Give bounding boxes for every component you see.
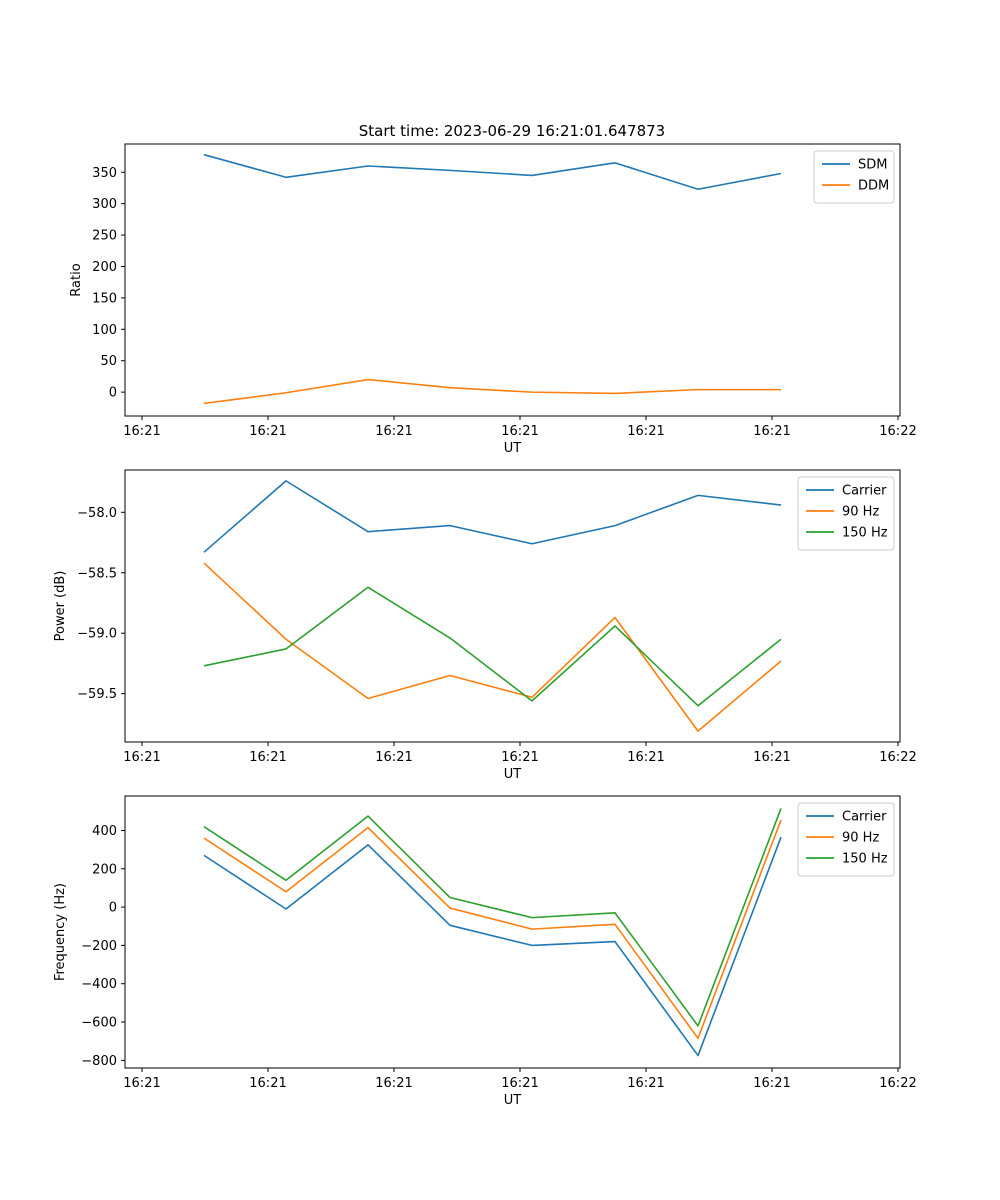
- y-tick-label: 0: [109, 901, 117, 916]
- series-line-carrier: [203, 836, 782, 1057]
- panel-1: 16:21 16:21 16:21 16:21 16:21 16:21 16:22 UT 0 50…: [69, 143, 917, 456]
- y-tick-label: 0: [109, 386, 117, 401]
- x-axis-label: UT: [504, 767, 522, 782]
- x-tick-label: 16:21: [375, 750, 412, 765]
- y-tick-label: 400: [92, 824, 117, 839]
- panel-3: 16:21 16:21 16:21 16:21 16:21 16:21 16:22 UT −80…: [53, 795, 917, 1108]
- y-axis-label: Frequency (Hz): [53, 883, 68, 981]
- x-tick-label: 16:21: [753, 750, 790, 765]
- x-tick-label: 16:21: [249, 424, 286, 439]
- series-line-150-hz: [203, 586, 782, 707]
- x-tick-label: 16:21: [627, 750, 664, 765]
- legend-label: 90 Hz: [842, 831, 879, 846]
- x-tick-label: 16:21: [753, 1076, 790, 1091]
- x-tick-label: 16:21: [501, 424, 538, 439]
- x-tick-label: 16:21: [627, 424, 664, 439]
- y-tick-label: −800: [81, 1054, 117, 1069]
- series-line-90-hz: [203, 562, 782, 732]
- legend-label: SDM: [858, 158, 887, 173]
- y-tick-label: −59.5: [77, 687, 117, 702]
- x-tick-label: 16:21: [627, 1076, 664, 1091]
- axes-frame: [124, 469, 901, 743]
- y-tick-label: −58.5: [77, 566, 117, 581]
- legend-label: Carrier: [842, 810, 887, 825]
- x-tick-label: 16:22: [879, 750, 916, 765]
- series-line-carrier: [203, 480, 782, 553]
- x-tick-label: 16:21: [501, 750, 538, 765]
- y-tick-label: −200: [81, 939, 117, 954]
- panel-2: 16:21 16:21 16:21 16:21 16:21 16:21 16:22 UT −58…: [53, 469, 917, 782]
- x-tick-label: 16:21: [375, 424, 412, 439]
- x-tick-label: 16:21: [249, 1076, 286, 1091]
- legend: Carrier 90 Hz 150 Hz: [797, 802, 895, 877]
- y-tick-label: 50: [100, 354, 117, 369]
- y-tick-label: −400: [81, 977, 117, 992]
- x-tick-label: 16:21: [753, 424, 790, 439]
- legend-label: DDM: [858, 179, 889, 194]
- axes-frame: [124, 143, 901, 417]
- y-tick-label: 150: [92, 291, 117, 306]
- legend-label: Carrier: [842, 484, 887, 499]
- x-tick-label: 16:21: [375, 1076, 412, 1091]
- x-tick-label: 16:21: [249, 750, 286, 765]
- x-tick-label: 16:21: [123, 424, 160, 439]
- x-tick-label: 16:21: [123, 750, 160, 765]
- series-line-sdm: [203, 153, 782, 191]
- y-tick-label: 250: [92, 229, 117, 244]
- x-tick-label: 16:21: [501, 1076, 538, 1091]
- legend-label: 150 Hz: [842, 526, 888, 541]
- legend: Carrier 90 Hz 150 Hz: [797, 476, 895, 551]
- y-tick-label: −600: [81, 1016, 117, 1031]
- x-axis-label: UT: [504, 1093, 522, 1108]
- series-line-150-hz: [203, 808, 782, 1027]
- x-tick-label: 16:22: [879, 1076, 916, 1091]
- legend: SDM DDM: [813, 150, 895, 204]
- legend-label: 150 Hz: [842, 852, 888, 867]
- y-axis-label: Power (dB): [53, 571, 68, 642]
- y-tick-label: −58.0: [77, 506, 117, 521]
- y-tick-label: 350: [92, 166, 117, 181]
- y-tick-label: 200: [92, 862, 117, 877]
- x-tick-label: 16:22: [879, 424, 916, 439]
- axes-frame: [124, 795, 901, 1069]
- legend-label: 90 Hz: [842, 505, 879, 520]
- series-line-ddm: [203, 378, 781, 405]
- series-line-90-hz: [203, 819, 782, 1040]
- y-axis-label: Ratio: [69, 263, 84, 296]
- panels: 16:21 16:21 16:21 16:21 16:21 16:21 16:22 UT 0 50…: [53, 143, 917, 1108]
- y-tick-label: 200: [92, 260, 117, 275]
- y-tick-label: 300: [92, 197, 117, 212]
- y-tick-label: −59.0: [77, 627, 117, 642]
- x-axis-label: UT: [504, 441, 522, 456]
- figure-title: Start time: 2023-06-29 16:21:01.647873: [359, 122, 665, 140]
- y-tick-label: 100: [92, 323, 117, 338]
- x-tick-label: 16:21: [123, 1076, 160, 1091]
